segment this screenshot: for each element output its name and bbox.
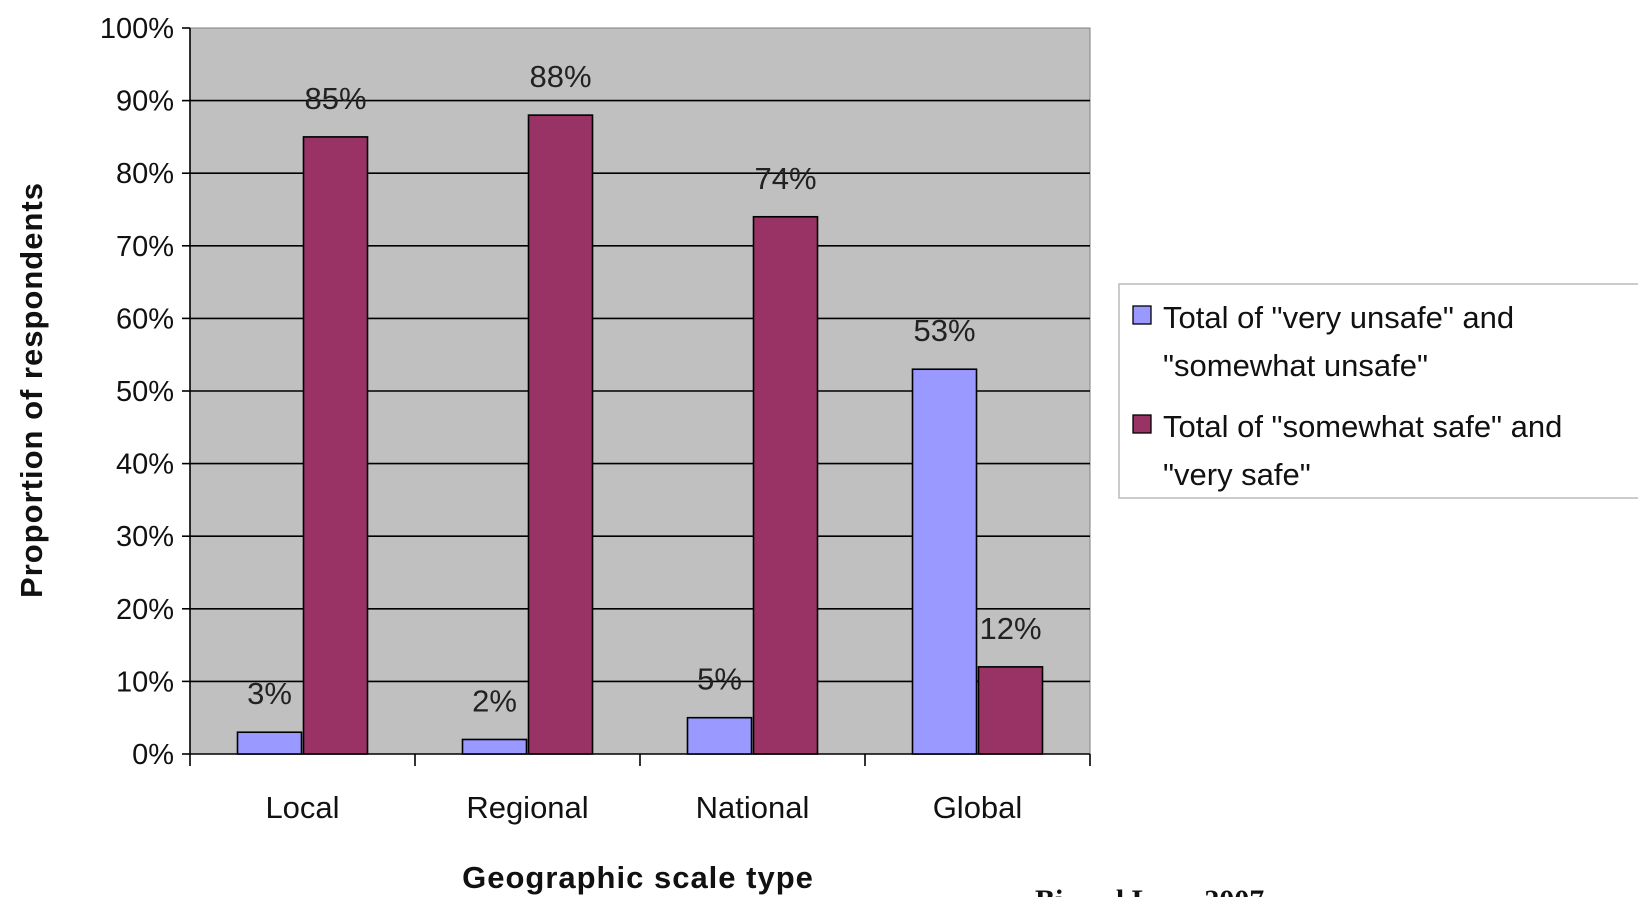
bar bbox=[238, 732, 302, 754]
data-label: 3% bbox=[247, 676, 292, 711]
legend-label: "somewhat unsafe" bbox=[1163, 348, 1428, 383]
x-tick-label: Global bbox=[933, 790, 1023, 825]
data-label: 2% bbox=[472, 683, 517, 718]
x-axis-title: Geographic scale type bbox=[462, 860, 814, 895]
footer-citation: Bi... ...l L... ...2007 bbox=[1035, 884, 1264, 897]
y-axis: 0% 10% 20% 30% 40% 50% 60% 70% 80% 90% 100% bbox=[100, 13, 190, 771]
bar bbox=[979, 667, 1043, 754]
y-tick-label: 30% bbox=[116, 521, 174, 553]
y-tick-label: 70% bbox=[116, 231, 174, 263]
y-tick-label: 40% bbox=[116, 449, 174, 481]
bar bbox=[688, 718, 752, 754]
y-tick-label: 60% bbox=[116, 303, 174, 335]
data-label: 74% bbox=[754, 161, 816, 196]
bar bbox=[529, 115, 593, 754]
y-tick-label: 0% bbox=[132, 739, 174, 771]
data-label: 53% bbox=[913, 313, 975, 348]
x-tick-label: National bbox=[696, 790, 810, 825]
bar bbox=[463, 739, 527, 754]
bar bbox=[913, 369, 977, 754]
legend-label: Total of "very unsafe" and bbox=[1163, 300, 1514, 335]
bar bbox=[304, 137, 368, 754]
y-tick-label: 10% bbox=[116, 666, 174, 698]
y-tick-label: 20% bbox=[116, 594, 174, 626]
legend-label: Total of "somewhat safe" and bbox=[1163, 409, 1562, 444]
legend-swatch bbox=[1133, 306, 1151, 324]
y-tick-label: 80% bbox=[116, 158, 174, 190]
legend: Total of "very unsafe" and "somewhat unsa… bbox=[1119, 284, 1638, 498]
x-tick-label: Regional bbox=[466, 790, 588, 825]
y-tick-label: 100% bbox=[100, 13, 174, 45]
data-label: 88% bbox=[529, 59, 591, 94]
data-label: 12% bbox=[979, 611, 1041, 646]
x-axis: Local Regional National Global bbox=[190, 754, 1090, 825]
y-tick-label: 90% bbox=[116, 86, 174, 118]
legend-label: "very safe" bbox=[1163, 457, 1311, 492]
y-tick-label: 50% bbox=[116, 376, 174, 408]
bar bbox=[754, 217, 818, 754]
y-axis-title: Proportion of respondents bbox=[14, 182, 49, 598]
data-label: 5% bbox=[697, 662, 742, 697]
data-label: 85% bbox=[304, 81, 366, 116]
legend-swatch bbox=[1133, 415, 1151, 433]
x-tick-label: Local bbox=[265, 790, 339, 825]
